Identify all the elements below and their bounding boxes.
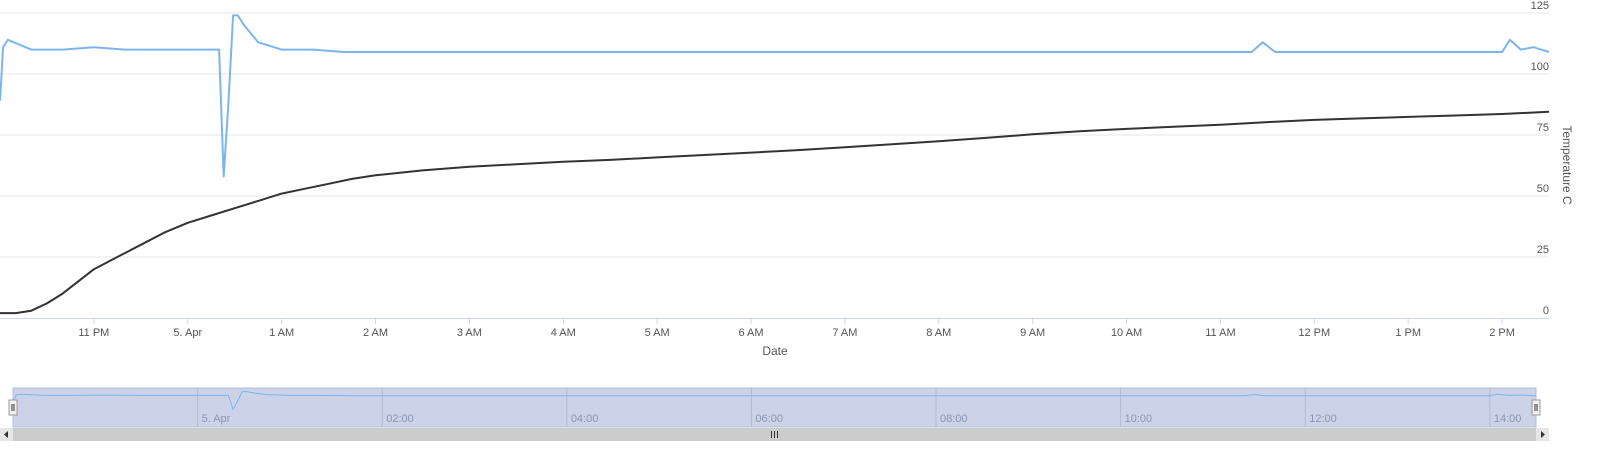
y-axis-title: Temperature C [1560, 125, 1574, 205]
x-tick-label: 6 AM [738, 327, 763, 339]
navigator-series-line [12, 391, 1537, 411]
navigator-tick-label: 14:00 [1494, 413, 1522, 425]
x-tick-label: 2 AM [363, 327, 388, 339]
x-tick-label: 4 AM [551, 327, 576, 339]
y-tick-label: 0 [1543, 305, 1549, 317]
series-line-blue [0, 14, 1550, 178]
scrollbar[interactable] [0, 428, 1549, 441]
navigator[interactable]: 5. Apr 02:00 04:00 06:00 08:00 10:00 12:00 14:0… [8, 387, 1541, 428]
x-tick-label: 5 AM [645, 327, 670, 339]
chevron-right-icon [1541, 431, 1545, 438]
navigator-tick-label: 12:00 [1309, 413, 1337, 425]
x-tick-label: 11 PM [78, 327, 109, 339]
x-tick-label: 7 AM [832, 327, 857, 339]
x-tick-label: 1 AM [269, 327, 294, 339]
series-area [0, 14, 1550, 315]
x-tick-label: 8 AM [926, 327, 951, 339]
x-tick-label: 10 AM [1111, 327, 1142, 339]
scrollbar-right-button[interactable] [1536, 428, 1549, 441]
navigator-tick-label: 10:00 [1125, 413, 1153, 425]
navigator-x-axis: 5. Apr 02:00 04:00 06:00 08:00 10:00 12:00 14:0… [197, 388, 1522, 427]
x-axis-title: Date [762, 344, 788, 358]
y-tick-label: 100 [1531, 61, 1549, 73]
y-tick-label: 125 [1531, 0, 1549, 12]
navigator-tick-label: 5. Apr [202, 413, 231, 425]
scrollbar-grip-icon [771, 431, 778, 438]
navigator-tick-label: 06:00 [755, 413, 783, 425]
x-tick-label: 12 PM [1298, 327, 1330, 339]
x-axis: 11 PM 5. Apr 1 AM 2 AM 3 AM 4 AM 5 AM 6 AM 7 AM 8… [0, 318, 1549, 339]
navigator-handle-right[interactable] [1531, 399, 1541, 416]
navigator-tick-label: 08:00 [940, 413, 968, 425]
navigator-tick-label: 04:00 [571, 413, 599, 425]
y-tick-label: 75 [1537, 122, 1549, 134]
handle-body[interactable] [1531, 399, 1541, 416]
gridlines [0, 12, 1549, 258]
x-tick-label: 1 PM [1395, 327, 1421, 339]
y-tick-label: 50 [1537, 183, 1549, 195]
x-tick-label: 3 AM [457, 327, 482, 339]
scrollbar-left-button[interactable] [0, 428, 13, 441]
series-line-dark [0, 110, 1550, 315]
handle-body[interactable] [8, 399, 18, 416]
y-tick-label: 25 [1537, 244, 1549, 256]
navigator-handle-left[interactable] [8, 399, 18, 416]
x-tick-label: 9 AM [1020, 327, 1045, 339]
x-tick-label: 2 PM [1489, 327, 1515, 339]
x-tick-label: 11 AM [1205, 327, 1235, 339]
navigator-tick-label: 02:00 [386, 413, 414, 425]
x-tick-label: 5. Apr [173, 327, 202, 339]
y-axis: 0 25 50 75 100 125 [1531, 0, 1549, 317]
chevron-left-icon [4, 431, 8, 438]
